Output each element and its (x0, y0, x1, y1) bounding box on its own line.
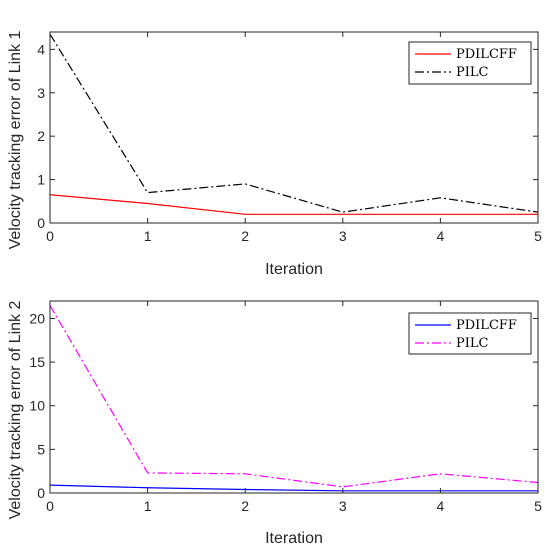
y-tick-label: 10 (29, 398, 45, 414)
y-tick-label: 4 (37, 41, 45, 57)
y-tick-label: 15 (29, 354, 45, 370)
x-tick-label: 1 (144, 498, 152, 514)
y-axis-label: Velocity tracking error of Link 2 (7, 301, 24, 520)
x-axis-label: Iteration (265, 530, 323, 547)
series-line-pilc (49, 33, 539, 213)
series-line-pilc (49, 305, 539, 488)
chart-link1: 0 1 2 3 4 5 0 1 2 3 4 Iteration Velocity tracking er… (7, 31, 542, 278)
legend-label: PILC (456, 336, 489, 351)
x-tick-label: 0 (46, 498, 54, 514)
legend-label: PILC (456, 65, 489, 80)
axes-box (49, 300, 539, 494)
x-tick-label: 3 (339, 498, 347, 514)
y-tick-label: 1 (37, 172, 45, 188)
chart-link2: 0 1 2 3 4 5 0 5 10 15 20 Iteration Velocity tracking… (7, 300, 542, 547)
legend: PDILCFF PILC (408, 41, 532, 85)
x-tick-label: 4 (437, 228, 445, 244)
y-tick-label: 5 (37, 441, 45, 457)
y-tick-label: 0 (37, 215, 45, 231)
x-tick-label: 2 (241, 498, 249, 514)
x-tick-label: 4 (437, 498, 445, 514)
y-tick-label: 0 (37, 485, 45, 501)
series-line-pdilcff (49, 194, 538, 215)
y-axis-label: Velocity tracking error of Link 1 (7, 31, 24, 250)
x-tick-label: 3 (339, 228, 347, 244)
legend-label: PDILCFF (456, 318, 517, 333)
y-tick-label: 2 (37, 128, 45, 144)
series-line-pdilcff (49, 484, 538, 492)
x-tick-label: 5 (534, 498, 542, 514)
x-tick-label: 0 (46, 228, 54, 244)
legend-box (408, 312, 532, 355)
x-tick-label: 1 (144, 228, 152, 244)
legend: PDILCFF PILC (408, 312, 532, 355)
y-tick-label: 3 (37, 85, 45, 101)
x-tick-label: 2 (241, 228, 249, 244)
legend-box (408, 41, 532, 85)
x-axis-label: Iteration (265, 261, 323, 278)
legend-label: PDILCFF (456, 47, 517, 62)
x-tick-label: 5 (534, 228, 542, 244)
y-tick-label: 20 (29, 310, 45, 326)
axes-box (49, 31, 539, 224)
